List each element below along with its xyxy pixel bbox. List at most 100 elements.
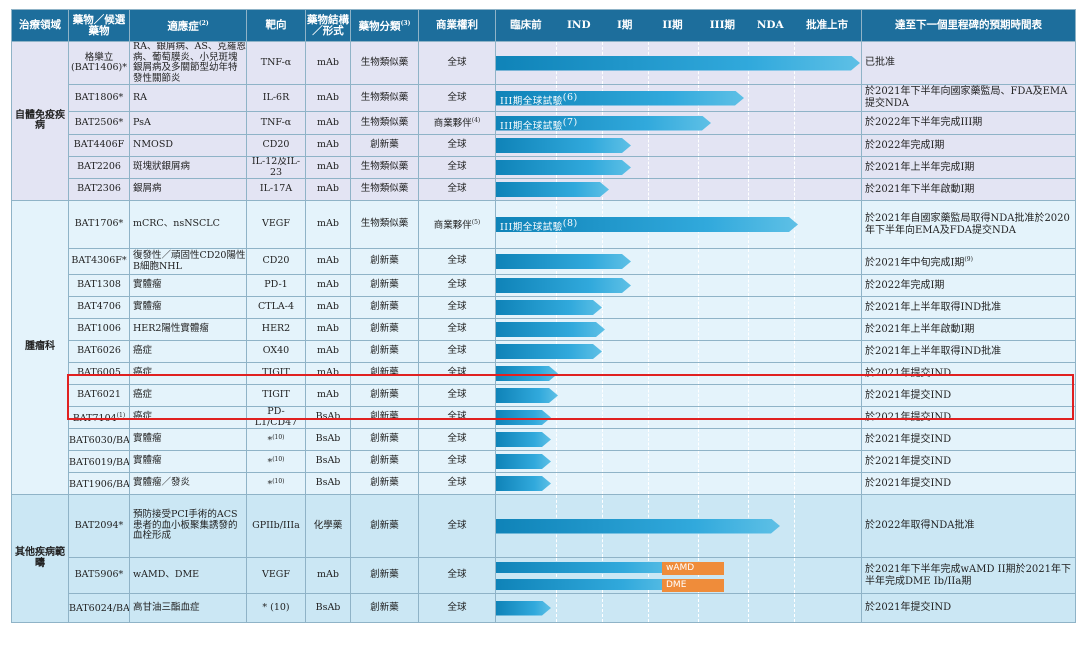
rights-sup: (4) (471, 117, 481, 125)
rights: 商業夥伴(4) (418, 111, 496, 135)
structure: mAb (305, 200, 351, 249)
structure-text: mAb (317, 345, 339, 357)
phase-divider (748, 385, 749, 406)
indication-text: HER2陽性實體瘤 (133, 323, 209, 335)
timeline: 於2021年提交IND (861, 472, 1076, 495)
drug-class: 創新藥 (350, 362, 419, 385)
target-text: VEGF (262, 218, 290, 230)
phase-divider (556, 473, 557, 494)
progress-cell: III期全球試驗(8) (495, 200, 862, 249)
category-other: 其他疾病範疇 (11, 494, 69, 623)
structure-text: mAb (317, 116, 339, 128)
phase-divider (794, 558, 795, 593)
table-row: BAT6021 癌症 TIGIT mAb 創新藥 全球 於2021年提交IND (12, 384, 1076, 407)
drug-class-text: 生物類似藥 (360, 56, 409, 68)
category-onco: 腫瘤科 (11, 200, 69, 495)
drug-class: 創新藥 (350, 384, 419, 407)
indication-text: 高甘油三酯血症 (133, 601, 200, 613)
progress-arrow: III期全球試驗(7) (496, 116, 711, 131)
drug-name-text: BAT4706 (77, 301, 121, 313)
drug-class-text: 創新藥 (370, 411, 399, 423)
structure: BsAb (305, 406, 351, 429)
drug-class-text: 創新藥 (370, 301, 399, 313)
phase-divider (556, 594, 557, 622)
drug-name-text: BAT6021 (77, 389, 121, 401)
phase-divider (648, 429, 649, 450)
rights-text: 全球 (447, 477, 467, 489)
target: VEGF (246, 200, 306, 249)
progress-cell (495, 450, 862, 473)
indication-text: RA、銀屑病、AS、克羅恩病、葡萄膜炎、小兒斑塊銀屑病及多關節型幼年特發性關節炎 (133, 41, 246, 84)
timeline-text: 於2021年上半年取得IND批准 (865, 301, 1002, 313)
drug-class: 創新藥 (350, 134, 419, 157)
target-text: IL-12及IL-23 (251, 156, 301, 178)
table-row: BAT1308 實體瘤 PD-1 mAb 創新藥 全球 於2022年完成I期 (12, 274, 1076, 297)
phase-divider (748, 179, 749, 200)
target-text: PD-1 (264, 279, 288, 291)
header-timeline: 達至下一個里程碑的預期時間表 (861, 9, 1076, 42)
drug-name: BAT6024/BAT6034(9) (68, 593, 130, 623)
indication-text: 癌症 (133, 389, 153, 401)
drug-name: BAT1006 (68, 318, 130, 341)
indication: HER2陽性實體瘤 (129, 318, 247, 341)
drug-class-text: 生物類似藥 (360, 218, 409, 230)
rights: 全球 (418, 340, 496, 363)
phase-divider (794, 451, 795, 472)
timeline-text: 於2021年提交IND (865, 389, 952, 401)
indication: RA、銀屑病、AS、克羅恩病、葡萄膜炎、小兒斑塊銀屑病及多關節型幼年特發性關節炎 (129, 41, 247, 85)
timeline-text: 於2021年提交IND (865, 367, 952, 379)
rights: 全球 (418, 84, 496, 112)
drug-name: BAT4406F (68, 134, 130, 157)
timeline-text: 於2021年下半年啟動I期 (865, 183, 975, 195)
drug-name: BAT5906* (68, 557, 130, 594)
drug-name-text: BAT6019/BAT6032 (69, 456, 130, 468)
structure-text: mAb (317, 323, 339, 335)
structure-text: mAb (317, 279, 339, 291)
header-rights: 商業權利 (418, 9, 496, 42)
structure: mAb (305, 384, 351, 407)
timeline-text: 於2021年提交IND (865, 455, 952, 467)
progress-cell: wAMD DME (495, 557, 862, 594)
target: TIGIT (246, 384, 306, 407)
drug-class-text: 生物類似藥 (360, 91, 409, 103)
phase-divider (748, 275, 749, 296)
rights-text: 全球 (447, 255, 467, 267)
target-text: CD20 (262, 139, 290, 151)
timeline: 於2021年上半年取得IND批准 (861, 296, 1076, 319)
phase-divider (794, 297, 795, 318)
arrow-label-text: III期全球試驗 (500, 120, 563, 132)
timeline-text: 於2021年上半年啟動I期 (865, 323, 975, 335)
structure: mAb (305, 274, 351, 297)
phase-divider (748, 341, 749, 362)
timeline-text: 於2021年中旬完成I期 (865, 257, 965, 269)
progress-arrow (496, 160, 631, 175)
drug-name-text: BAT2306 (77, 183, 121, 195)
header-approved: 批准上市 (806, 19, 849, 31)
drug-class: 創新藥 (350, 494, 419, 558)
arrow-label: III期全球試驗(8) (500, 219, 578, 234)
table-row: 自體免疫疾病 格樂立(BAT1406)* RA、銀屑病、AS、克羅恩病、葡萄膜炎、小… (11, 41, 1076, 201)
drug-class: 創新藥 (350, 472, 419, 495)
phase-divider (794, 363, 795, 384)
structure-text: BsAb (315, 601, 341, 613)
indication-text: 復發性／頑固性CD20陽性B細胞NHL (133, 250, 246, 272)
drug-class: 創新藥 (350, 450, 419, 473)
drug-name: BAT4306F* (68, 248, 130, 275)
structure: mAb (305, 111, 351, 135)
progress-cell (495, 494, 862, 558)
pipeline-table: 治療領域 藥物／候選藥物 適應症(2) 靶向 藥物結構／形式 藥物分類(3) 商… (11, 9, 1076, 623)
structure-text: BsAb (315, 477, 341, 489)
progress-cell (495, 593, 862, 623)
target: IL-6R (246, 84, 306, 112)
phase-divider (794, 157, 795, 178)
phase-divider (602, 473, 603, 494)
drug-class: 創新藥 (350, 593, 419, 623)
progress-cell (495, 384, 862, 407)
target-sup: (10) (272, 455, 285, 463)
phase-divider (794, 594, 795, 622)
indication-text: 實體瘤 (133, 301, 162, 313)
phase-divider (648, 319, 649, 340)
target-text: OX40 (262, 345, 290, 357)
rights: 全球 (418, 494, 496, 558)
target-text: VEGF (262, 569, 290, 581)
